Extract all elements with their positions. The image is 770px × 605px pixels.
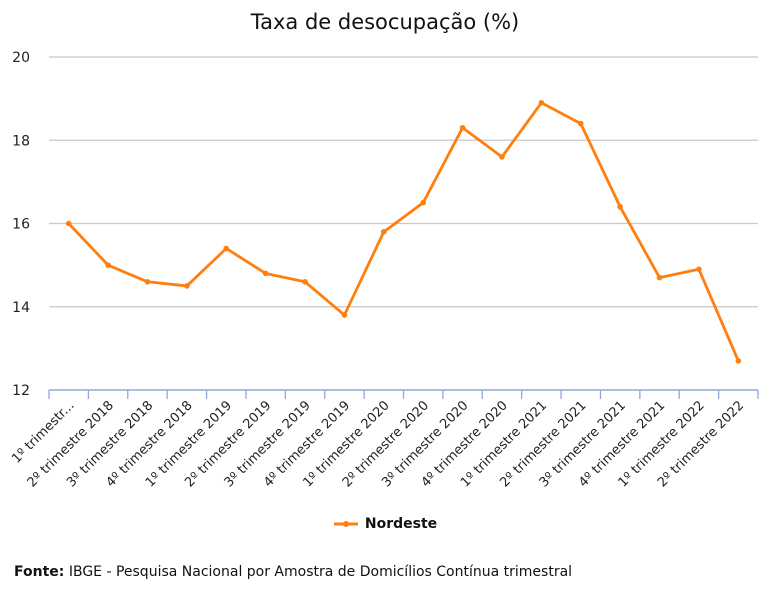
data-point: [656, 274, 663, 281]
source-note: Fonte: IBGE - Pesquisa Nacional por Amos…: [14, 564, 572, 580]
legend: Nordeste: [0, 516, 770, 532]
data-point: [223, 245, 230, 252]
data-point: [420, 199, 426, 206]
legend-line-icon: [333, 521, 358, 527]
chart-title: Taxa de desocupação (%): [250, 10, 520, 34]
data-point: [184, 283, 190, 289]
data-point: [499, 154, 505, 160]
data-point: [262, 270, 269, 277]
source-label: Fonte:: [14, 564, 65, 580]
data-point: [735, 358, 742, 364]
data-point: [144, 278, 151, 285]
legend-label: Nordeste: [364, 516, 438, 532]
data-point: [341, 312, 348, 318]
data-point: [617, 204, 623, 210]
y-tick-label: 18: [12, 133, 30, 149]
y-tick-label: 20: [12, 50, 30, 66]
data-point: [696, 266, 702, 273]
y-tick-label: 14: [12, 300, 30, 316]
series-line: [67, 101, 740, 362]
data-point: [538, 99, 545, 106]
data-point: [105, 262, 111, 268]
data-point: [65, 220, 72, 227]
data-point: [302, 278, 308, 285]
source-text: IBGE - Pesquisa Nacional por Amostra de …: [64, 564, 573, 580]
data-point: [381, 229, 387, 235]
data-point: [459, 124, 466, 131]
y-tick-label: 12: [12, 383, 30, 399]
data-point: [577, 120, 584, 127]
y-tick-label: 16: [12, 217, 30, 233]
